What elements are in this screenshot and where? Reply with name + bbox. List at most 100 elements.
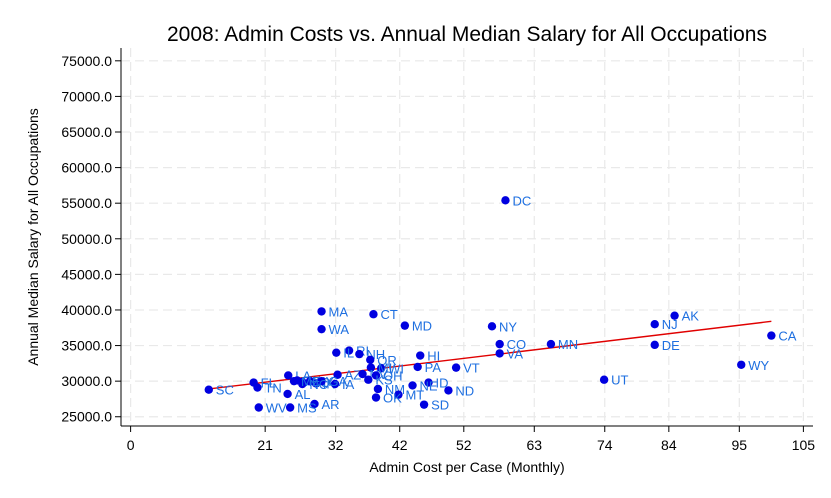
data-point <box>358 369 367 379</box>
point-label: TN <box>264 381 281 396</box>
point-label: NY <box>499 319 517 334</box>
point-label: MD <box>412 319 432 334</box>
data-point <box>599 375 609 384</box>
point-label: WV <box>266 400 287 415</box>
x-tick-label: 105 <box>792 437 816 453</box>
y-tick-label: 50000.0 <box>61 231 112 247</box>
data-point <box>285 403 295 412</box>
point-label: OK <box>383 391 402 406</box>
y-tick-label: 55000.0 <box>61 195 112 211</box>
data-point <box>366 363 376 372</box>
data-point <box>305 376 315 386</box>
y-tick-label: 30000.0 <box>61 373 112 389</box>
point-label: SC <box>216 383 234 398</box>
point-label: CT <box>380 307 397 322</box>
point-label: AK <box>682 309 700 324</box>
point-label: HI <box>427 349 440 364</box>
data-point <box>487 322 497 331</box>
data-point <box>253 383 262 392</box>
point-label: ID <box>436 376 449 391</box>
point-label: AR <box>322 397 340 412</box>
point-label: NJ <box>662 317 678 332</box>
point-label: OH <box>383 368 403 383</box>
x-tick-label: 0 <box>127 437 135 453</box>
point-label: WY <box>748 358 769 373</box>
data-point <box>650 320 659 329</box>
point-label: VT <box>463 361 480 376</box>
data-point <box>650 340 659 350</box>
data-point <box>317 376 326 386</box>
data-point <box>344 346 354 355</box>
data-point <box>364 375 373 384</box>
point-label: VA <box>507 346 524 361</box>
x-axis-label: Admin Cost per Case (Monthly) <box>369 459 564 475</box>
data-point <box>408 381 417 390</box>
point-label: SD <box>431 398 449 413</box>
data-point <box>416 351 425 360</box>
data-point <box>400 321 410 330</box>
x-tick-label: 21 <box>257 437 273 453</box>
data-point <box>254 403 263 412</box>
point-label: WI <box>388 361 404 376</box>
x-tick-label: 42 <box>392 437 408 453</box>
y-tick-label: 40000.0 <box>61 302 112 318</box>
point-label: CO <box>507 337 526 352</box>
data-point <box>495 339 504 349</box>
y-tick-label: 60000.0 <box>61 160 112 176</box>
point-label: NC <box>309 377 328 392</box>
data-point <box>366 355 375 364</box>
y-tick-label: 35000.0 <box>61 338 112 354</box>
data-point <box>413 362 422 372</box>
data-point <box>289 376 299 386</box>
point-label: IL <box>343 346 354 361</box>
point-label: ND <box>455 383 474 398</box>
data-point <box>317 307 326 316</box>
data-point <box>373 384 383 394</box>
point-label: CA <box>778 329 796 344</box>
data-point <box>355 349 364 359</box>
data-point <box>204 385 213 394</box>
point-label: UT <box>611 373 628 388</box>
point-label: OR <box>377 353 397 368</box>
data-point <box>419 400 429 409</box>
y-tick-label: 75000.0 <box>61 53 112 69</box>
data-point <box>424 378 433 387</box>
point-label: PA <box>425 360 442 375</box>
point-label: MT <box>405 388 424 403</box>
point-label: WA <box>329 322 350 337</box>
point-label: MA <box>329 304 349 319</box>
point-label: FL <box>261 376 276 391</box>
data-point <box>284 371 293 380</box>
data-point <box>317 324 326 334</box>
data-point <box>369 310 378 319</box>
data-point <box>546 339 556 349</box>
point-label: AZ <box>345 368 362 383</box>
point-label: IA <box>342 377 355 392</box>
point-label: IN <box>323 376 336 391</box>
data-point <box>332 348 341 357</box>
point-label: GA <box>329 374 348 389</box>
point-label: ME <box>301 374 321 389</box>
point-label: MI <box>378 361 392 376</box>
x-tick-label: 95 <box>732 437 748 453</box>
gridlines <box>121 48 813 426</box>
x-tick-label: 63 <box>526 437 542 453</box>
data-point <box>283 389 292 399</box>
y-tick-label: 25000.0 <box>61 409 112 425</box>
data-point <box>333 370 342 379</box>
x-tick-label: 84 <box>661 437 677 453</box>
x-ticks: 0 21 32 42 52 63 74 84 95 105 <box>127 426 816 453</box>
y-axis-label: Annual Median Salary for All Occupations <box>25 108 41 366</box>
y-tick-label: 45000.0 <box>61 266 112 282</box>
data-point <box>670 311 679 320</box>
point-label: MS <box>297 400 317 415</box>
x-tick-label: 32 <box>328 437 344 453</box>
x-tick-label: 52 <box>456 437 472 453</box>
data-point <box>298 379 307 389</box>
data-point <box>371 371 381 380</box>
data-point <box>501 196 510 205</box>
chart-title: 2008: Admin Costs vs. Annual Median Sala… <box>167 23 767 46</box>
data-point <box>330 379 340 389</box>
